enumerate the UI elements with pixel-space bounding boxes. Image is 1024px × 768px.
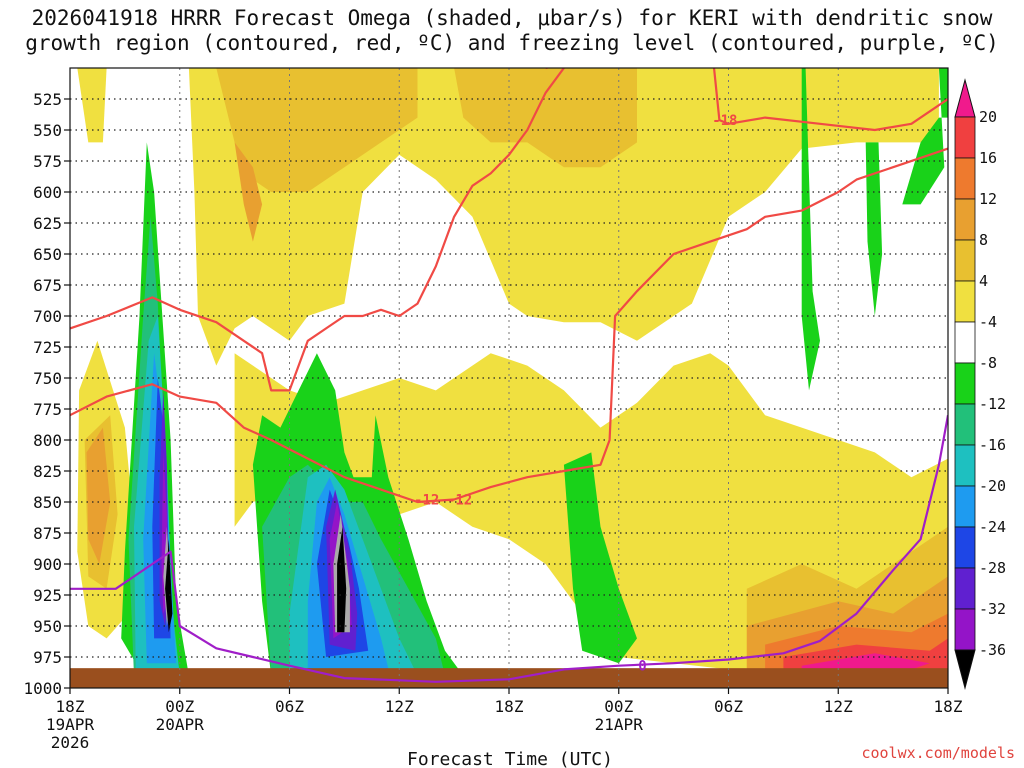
x-tick-label: 18Z <box>934 697 963 716</box>
colorbar-label: 8 <box>979 231 988 249</box>
x-tick-label: 12Z <box>385 697 414 716</box>
colorbar-bottom-tip <box>954 649 976 690</box>
y-tick-label: 825 <box>33 462 62 481</box>
colorbar-label: 20 <box>979 108 997 126</box>
y-tick-label: 875 <box>33 524 62 543</box>
y-tick-label: 725 <box>33 338 62 357</box>
x-date-label: 19APR <box>46 715 95 734</box>
dgz-contour-1-label: -12 <box>414 493 439 509</box>
contours: -12-12-180 <box>70 68 948 683</box>
x-year-label: 2026 <box>51 733 90 752</box>
colorbar-segment <box>954 567 976 610</box>
credit-link[interactable]: coolwx.com/models <box>861 744 1015 762</box>
y-tick-label: 675 <box>33 276 62 295</box>
y-tick-label: 900 <box>33 555 62 574</box>
x-tick-label: 00Z <box>165 697 194 716</box>
ground-strip <box>70 668 948 688</box>
colorbar-segment <box>954 280 976 323</box>
colorbar-label: 16 <box>979 149 997 167</box>
omega-band-5 <box>454 68 637 168</box>
y-tick-label: 925 <box>33 586 62 605</box>
y-tick-label: 775 <box>33 400 62 419</box>
dgz-contour-0 <box>70 68 565 392</box>
colorbar-segment <box>954 608 976 651</box>
colorbar-label: 4 <box>979 272 988 290</box>
omega-band-0 <box>77 68 107 143</box>
x-tick-label: 18Z <box>56 697 85 716</box>
x-tick-label: 18Z <box>495 697 524 716</box>
y-tick-label: 850 <box>33 493 62 512</box>
colorbar-segment <box>954 239 976 282</box>
colorbar-segment <box>954 362 976 405</box>
y-tick-label: 550 <box>33 121 62 140</box>
y-tick-label: 700 <box>33 307 62 326</box>
colorbar-segment <box>954 403 976 446</box>
y-axis: 525 550 575 600 625 650 675 700 725 750 775 800 825 8… <box>23 90 70 698</box>
colorbar-label: -16 <box>979 436 1006 454</box>
y-tick-label: 950 <box>33 617 62 636</box>
colorbar-segment <box>954 526 976 569</box>
x-date-label: 20APR <box>156 715 205 734</box>
dgz-contour-2 <box>545 68 948 132</box>
colorbar-top-tip <box>954 78 976 118</box>
colorbar-segment <box>954 321 976 364</box>
y-tick-label: 525 <box>33 90 62 109</box>
x-axis-label: Forecast Time (UTC) <box>407 749 613 768</box>
x-tick-label: 06Z <box>714 697 743 716</box>
colorbar-label: -24 <box>979 518 1006 536</box>
colorbar-segment <box>954 485 976 528</box>
colorbar-label: -36 <box>979 641 1006 659</box>
omega-band-10 <box>86 427 111 564</box>
title-line-1: 2026041918 HRRR Forecast Omega (shaded, … <box>31 6 993 30</box>
colorbar-segment <box>954 444 976 487</box>
colorbar-label: -20 <box>979 477 1006 495</box>
omega-band-16 <box>563 452 637 664</box>
y-tick-label: 575 <box>33 152 62 171</box>
omega-band-17 <box>801 68 820 391</box>
colorbar-label: -28 <box>979 559 1006 577</box>
freezing-contour-0 <box>70 415 948 683</box>
y-tick-label: 1000 <box>23 679 62 698</box>
y-tick-label: 750 <box>33 369 62 388</box>
colorbar-label: -12 <box>979 395 1006 413</box>
colorbar-label: -4 <box>979 313 997 331</box>
freezing-contour-0-label: 0 <box>638 659 646 675</box>
colorbar-segment <box>954 198 976 241</box>
dgz-contour-1 <box>70 147 948 504</box>
x-date-label: 21APR <box>595 715 644 734</box>
ground-layer <box>70 668 948 688</box>
y-tick-label: 650 <box>33 245 62 264</box>
title-line-2: growth region (contoured, red, ºC) and f… <box>25 31 999 55</box>
y-tick-label: 800 <box>33 431 62 450</box>
colorbar: 20 16 12 8 4 -4 -8 -12 -16 -20 -24 -28 -32 -36 <box>954 78 1006 690</box>
omega-band-19 <box>902 68 948 205</box>
dgz-contour-2-label: -18 <box>712 113 737 129</box>
omega-band-35 <box>337 526 347 633</box>
x-tick-label: 12Z <box>824 697 853 716</box>
colorbar-segment <box>954 116 976 159</box>
omega-band-8 <box>234 142 263 242</box>
omega-band-18 <box>865 142 883 316</box>
colorbar-segment <box>954 157 976 200</box>
x-tick-label: 06Z <box>275 697 304 716</box>
x-tick-label: 00Z <box>604 697 633 716</box>
omega-band-34 <box>165 539 173 633</box>
y-tick-label: 600 <box>33 183 62 202</box>
y-tick-label: 975 <box>33 648 62 667</box>
chart-title: 2026041918 HRRR Forecast Omega (shaded, … <box>0 6 1024 56</box>
colorbar-label: 12 <box>979 190 997 208</box>
grid <box>70 68 948 688</box>
colorbar-label: -32 <box>979 600 1006 618</box>
colorbar-label: -8 <box>979 354 997 372</box>
y-tick-label: 625 <box>33 214 62 233</box>
